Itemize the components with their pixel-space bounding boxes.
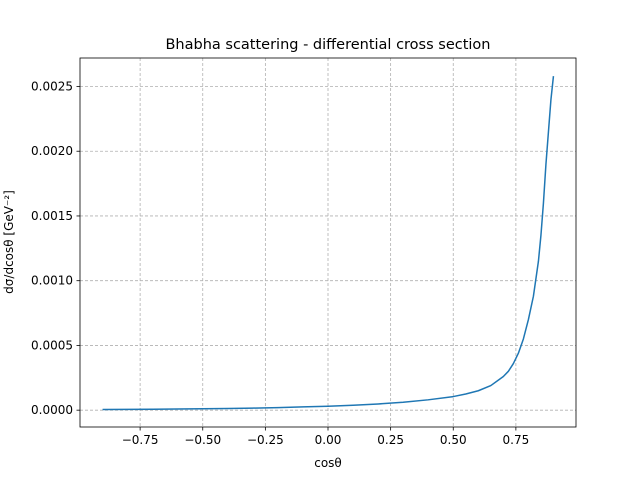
x-tick-label: 0.25 — [377, 433, 404, 447]
plot-lines — [102, 76, 555, 411]
y-tick-label: 0.0005 — [31, 338, 73, 352]
y-tick-label: 0.0010 — [31, 274, 73, 288]
x-tick-label: −0.75 — [122, 433, 159, 447]
chart-title: Bhabha scattering - differential cross s… — [165, 37, 490, 53]
y-tick-label: 0.0015 — [31, 209, 73, 223]
y-tick-label: 0.0020 — [31, 144, 73, 158]
x-tick-label: −0.25 — [247, 433, 284, 447]
x-tick-label: 0.00 — [315, 433, 342, 447]
series-line — [102, 76, 555, 411]
x-tick-label: 0.50 — [440, 433, 467, 447]
x-axis-label: cosθ — [314, 456, 342, 470]
grid — [80, 58, 576, 427]
ticks: −0.75 −0.50 −0.25 0.00 0.25 0.50 0.75 0.0000 0.0… — [31, 79, 529, 447]
x-tick-label: 0.75 — [503, 433, 530, 447]
y-axis-label: dσ/dcosθ [GeV⁻²] — [2, 190, 16, 294]
x-tick-label: −0.50 — [184, 433, 221, 447]
y-tick-label: 0.0025 — [31, 79, 73, 93]
y-tick-label: 0.0000 — [31, 403, 73, 417]
